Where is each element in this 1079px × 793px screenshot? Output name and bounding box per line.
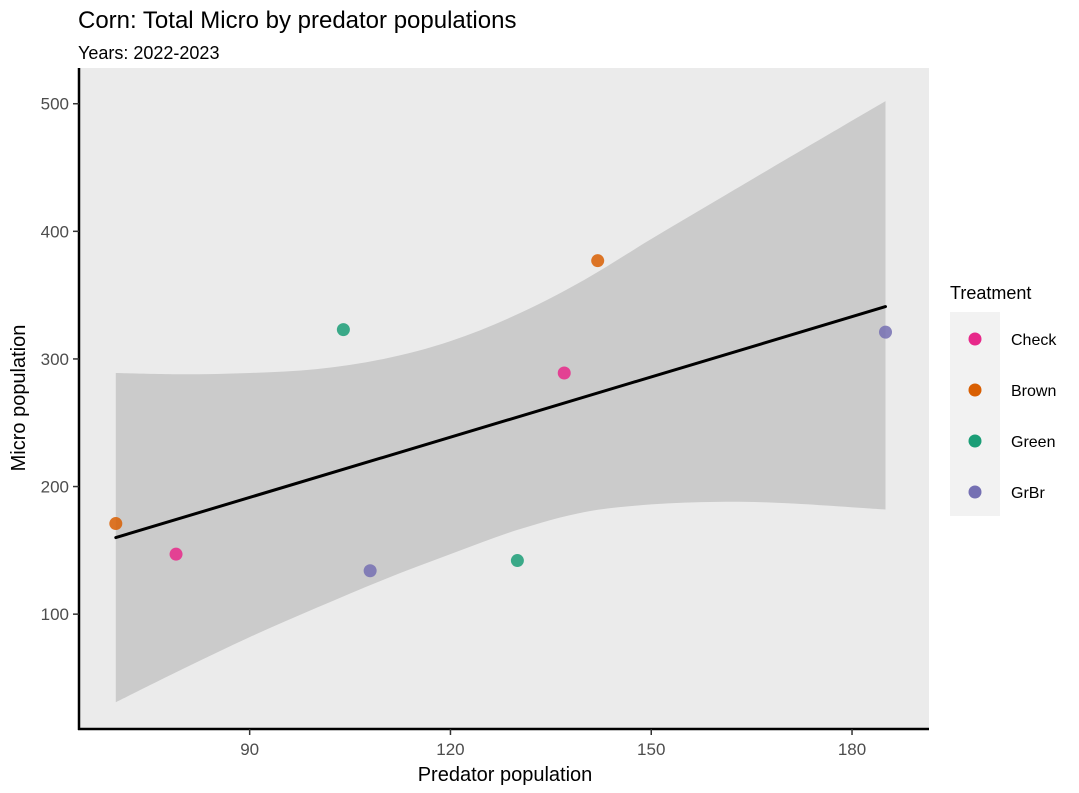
legend-label-grbr: GrBr — [1011, 485, 1045, 502]
legend-key-grbr — [968, 485, 982, 499]
legend-key-green — [968, 434, 982, 448]
x-tick-label: 150 — [637, 740, 665, 759]
data-point-brown — [109, 517, 123, 531]
legend-label-brown: Brown — [1011, 383, 1056, 400]
y-tick-label: 400 — [41, 222, 69, 241]
y-tick-label: 100 — [41, 605, 69, 624]
legend-label-green: Green — [1011, 434, 1055, 451]
y-axis-title: Micro population — [8, 325, 30, 472]
data-point-green — [510, 554, 524, 568]
legend-label-check: Check — [1011, 332, 1057, 349]
chart-subtitle: Years: 2022-2023 — [78, 43, 219, 63]
x-axis-title: Predator population — [418, 764, 593, 786]
data-point-grbr — [363, 564, 377, 578]
x-tick-label: 180 — [838, 740, 866, 759]
legend-key-check — [968, 332, 982, 346]
data-point-green — [336, 323, 350, 337]
x-tick-label: 90 — [240, 740, 259, 759]
x-tick-label: 120 — [436, 740, 464, 759]
data-point-grbr — [878, 325, 892, 339]
legend: Treatment Check Brown Green GrBr — [950, 283, 1057, 516]
y-tick-label: 500 — [41, 95, 69, 114]
confidence-band — [115, 101, 886, 703]
data-point-check — [557, 366, 571, 380]
data-point-check — [169, 547, 183, 561]
data-point-brown — [591, 254, 605, 268]
y-tick-label: 300 — [41, 350, 69, 369]
legend-title: Treatment — [950, 283, 1031, 303]
y-tick-label: 200 — [41, 478, 69, 497]
trend-line — [114, 305, 887, 540]
legend-key-background — [950, 312, 1000, 516]
legend-key-brown — [968, 383, 982, 397]
chart-title: Corn: Total Micro by predator population… — [78, 7, 516, 34]
